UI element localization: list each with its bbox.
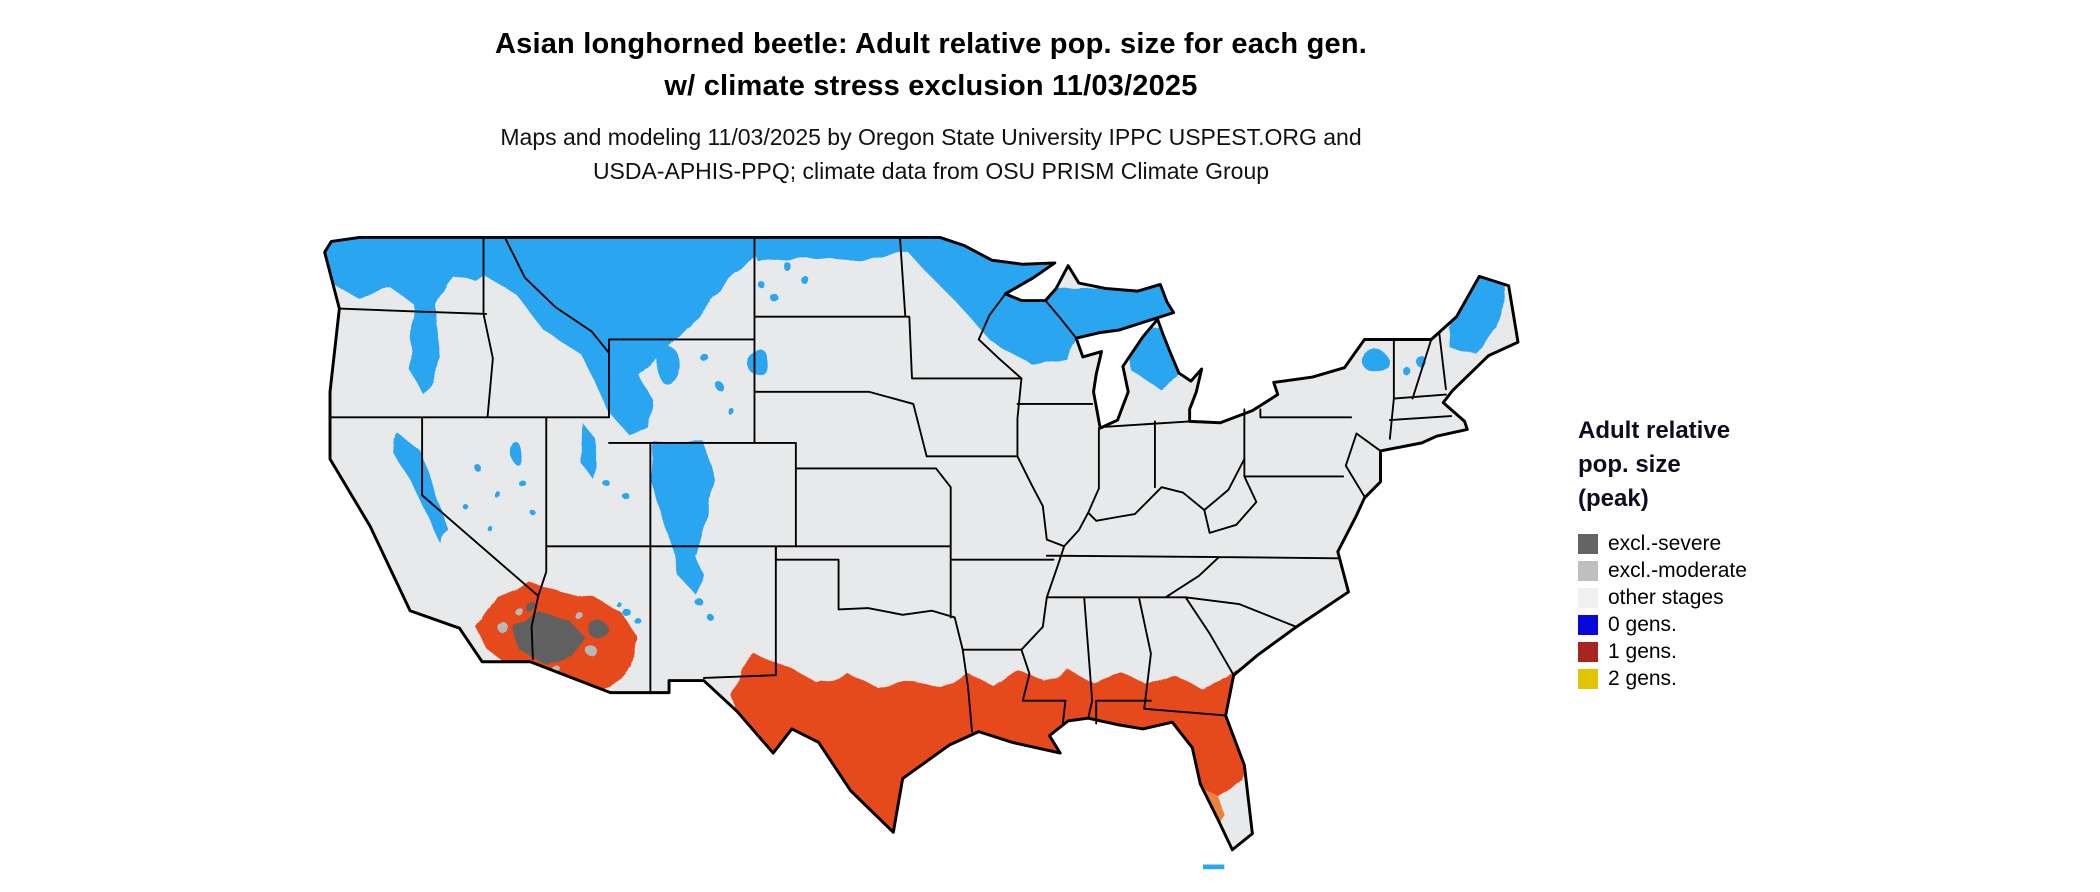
legend-item: 1 gens.	[1578, 638, 1898, 665]
map-legend: Adult relative pop. size (peak) excl.-se…	[1578, 414, 1898, 692]
us-map-svg	[323, 235, 1520, 870]
legend-title-line-2: pop. size	[1578, 451, 1681, 478]
legend-item: excl.-severe	[1578, 530, 1898, 557]
map-keys-blue-dash	[1202, 864, 1225, 870]
legend-item-label: 0 gens.	[1608, 612, 1677, 636]
legend-item: other stages	[1578, 584, 1898, 611]
legend-items: excl.-severe excl.-moderate other stages 0 …	[1578, 530, 1898, 692]
map-excl-moderate-region	[496, 606, 597, 673]
legend-item: 0 gens.	[1578, 611, 1898, 638]
legend-item-label: excl.-severe	[1608, 531, 1722, 555]
map-zero-gens-region	[324, 237, 1506, 627]
map-title-line-1: Asian longhorned beetle: Adult relative …	[495, 28, 1367, 60]
legend-item-label: excl.-moderate	[1608, 558, 1747, 582]
map-subtitle-line-1: Maps and modeling 11/03/2025 by Oregon S…	[500, 124, 1362, 150]
legend-swatch	[1578, 587, 1598, 608]
legend-swatch	[1578, 560, 1598, 581]
state-borders	[329, 236, 1458, 733]
legend-item-label: other stages	[1608, 585, 1724, 609]
us-map	[318, 224, 1526, 882]
legend-swatch	[1578, 533, 1598, 554]
map-subtitle-line-2: USDA-APHIS-PPQ; climate data from OSU PR…	[592, 158, 1270, 184]
map-title-line-2: w/ climate stress exclusion 11/03/2025	[664, 70, 1198, 102]
legend-item-label: 2 gens.	[1608, 666, 1677, 690]
legend-swatch	[1578, 668, 1598, 689]
legend-title-line-1: Adult relative	[1578, 417, 1731, 444]
legend-item-label: 1 gens.	[1608, 639, 1677, 663]
legend-item: 2 gens.	[1578, 665, 1898, 692]
legend-swatch	[1578, 641, 1598, 662]
legend-title-line-3: (peak)	[1578, 485, 1649, 512]
legend-item: excl.-moderate	[1578, 557, 1898, 584]
legend-swatch	[1578, 614, 1598, 635]
